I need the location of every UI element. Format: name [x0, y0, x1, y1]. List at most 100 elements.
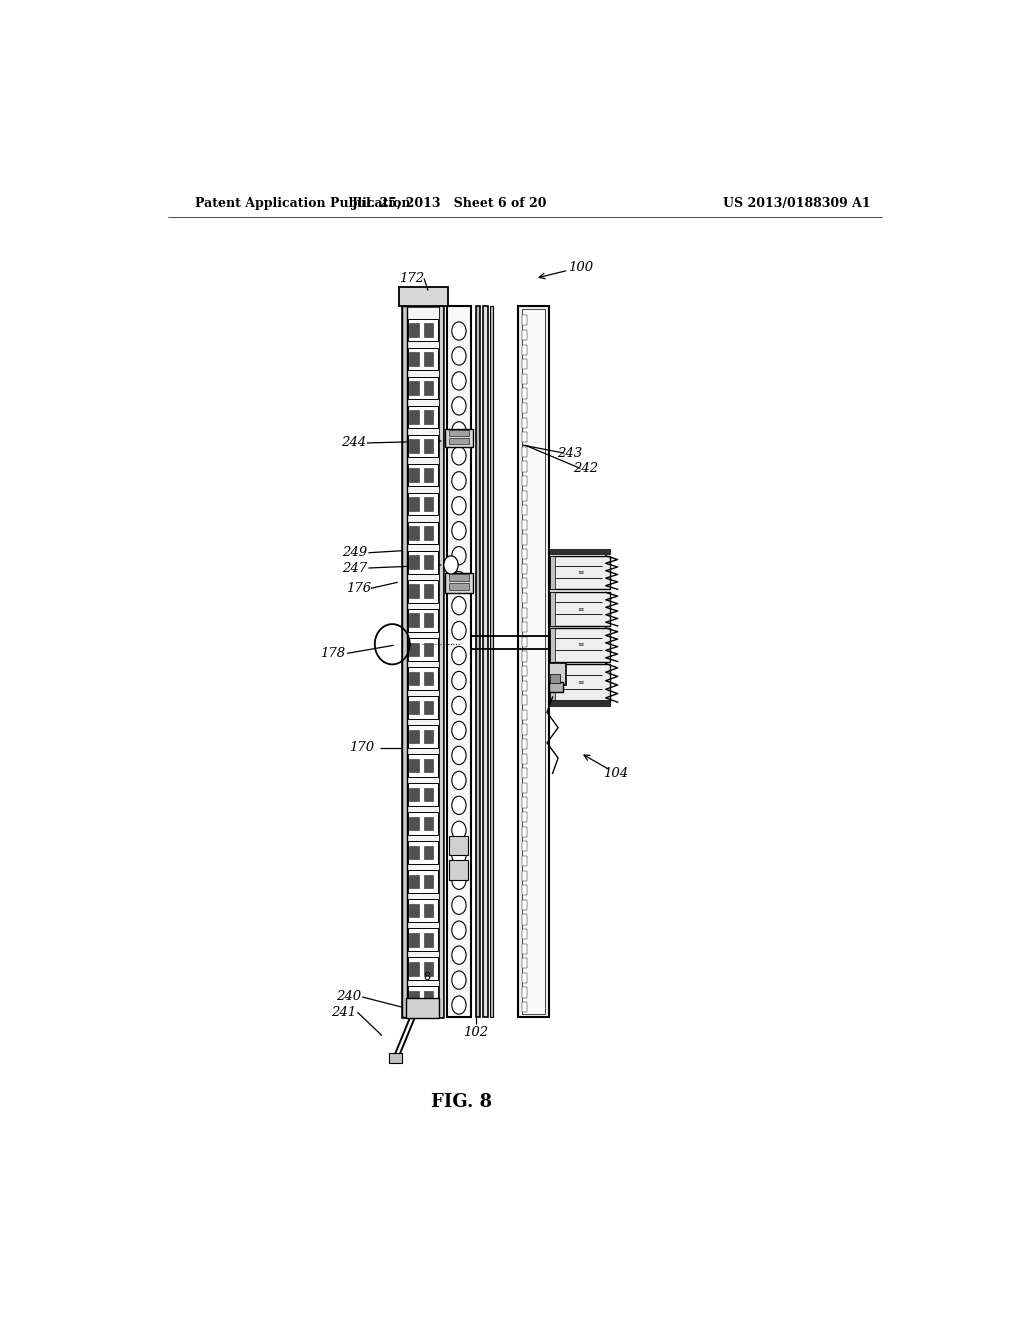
Bar [549, 682, 563, 692]
Bar [410, 846, 419, 859]
Bar [522, 535, 527, 545]
Circle shape [452, 871, 466, 890]
Bar [522, 958, 527, 969]
Bar [522, 564, 527, 574]
Bar [424, 585, 433, 598]
Bar [410, 730, 419, 743]
Bar [389, 1053, 401, 1063]
Bar [522, 636, 527, 647]
Circle shape [452, 622, 466, 640]
Bar [424, 962, 433, 975]
Text: FIG. 8: FIG. 8 [431, 1093, 492, 1110]
Circle shape [452, 921, 466, 940]
Bar [409, 841, 438, 863]
Bar [522, 403, 527, 413]
Bar [522, 725, 527, 734]
Bar [522, 870, 527, 880]
Text: 178: 178 [321, 647, 345, 660]
Bar [522, 359, 527, 370]
Bar [522, 944, 527, 954]
Text: 170: 170 [349, 742, 375, 755]
Circle shape [452, 647, 466, 665]
Bar [424, 381, 433, 395]
Bar [409, 638, 438, 660]
Bar [449, 430, 469, 436]
Bar [424, 469, 433, 482]
Bar [410, 469, 419, 482]
Bar [409, 812, 438, 834]
Bar [409, 347, 438, 370]
Bar [550, 673, 560, 682]
Bar [410, 672, 419, 685]
Bar [409, 957, 438, 979]
Bar [410, 759, 419, 772]
Bar [522, 593, 527, 603]
Bar [410, 643, 419, 656]
Text: 100: 100 [567, 260, 593, 273]
Bar [439, 306, 443, 1018]
Bar [424, 498, 433, 511]
Bar [522, 855, 527, 866]
Bar [406, 998, 439, 1018]
Bar [522, 826, 527, 837]
Bar [409, 783, 438, 805]
Bar [522, 1002, 527, 1012]
Circle shape [452, 796, 466, 814]
Bar [522, 754, 527, 764]
Bar [489, 306, 494, 1018]
Bar [409, 899, 438, 921]
Bar [522, 607, 527, 618]
Bar [410, 875, 419, 888]
Bar [409, 609, 438, 631]
Text: 102: 102 [463, 1026, 488, 1039]
Bar [522, 417, 527, 428]
Circle shape [452, 496, 466, 515]
Circle shape [452, 672, 466, 689]
Circle shape [452, 372, 466, 391]
Bar [522, 681, 527, 690]
Bar [409, 696, 438, 718]
Bar [550, 664, 555, 702]
Bar [410, 991, 419, 1005]
Bar [550, 593, 609, 626]
Bar [410, 904, 419, 917]
Circle shape [452, 597, 466, 615]
Bar [409, 521, 438, 544]
Bar [409, 463, 438, 486]
Bar [409, 550, 438, 573]
Bar [409, 754, 438, 776]
Bar [424, 556, 433, 569]
Bar [449, 583, 469, 590]
Bar [424, 527, 433, 540]
Bar [522, 783, 527, 793]
Bar [410, 933, 419, 946]
Bar [410, 352, 419, 366]
Bar [410, 701, 419, 714]
Circle shape [452, 546, 466, 565]
Text: 244: 244 [341, 437, 366, 450]
Bar [522, 520, 527, 531]
Bar [522, 388, 527, 399]
Circle shape [452, 322, 466, 341]
Bar [424, 904, 433, 917]
Bar [410, 381, 419, 395]
Text: ≡: ≡ [577, 678, 583, 688]
Bar [522, 345, 527, 355]
Bar [409, 725, 438, 747]
Bar [409, 405, 438, 428]
Text: 240: 240 [336, 990, 361, 1003]
Circle shape [452, 521, 466, 540]
Bar [522, 768, 527, 779]
Circle shape [443, 556, 458, 574]
Bar [424, 846, 433, 859]
Bar [522, 797, 527, 808]
Bar [410, 556, 419, 569]
Bar [522, 462, 527, 471]
Bar [410, 962, 419, 975]
Bar [522, 491, 527, 500]
Bar [450, 859, 468, 880]
Bar [522, 432, 527, 442]
Bar [522, 710, 527, 719]
Bar [447, 306, 471, 1018]
Bar [401, 306, 408, 1018]
